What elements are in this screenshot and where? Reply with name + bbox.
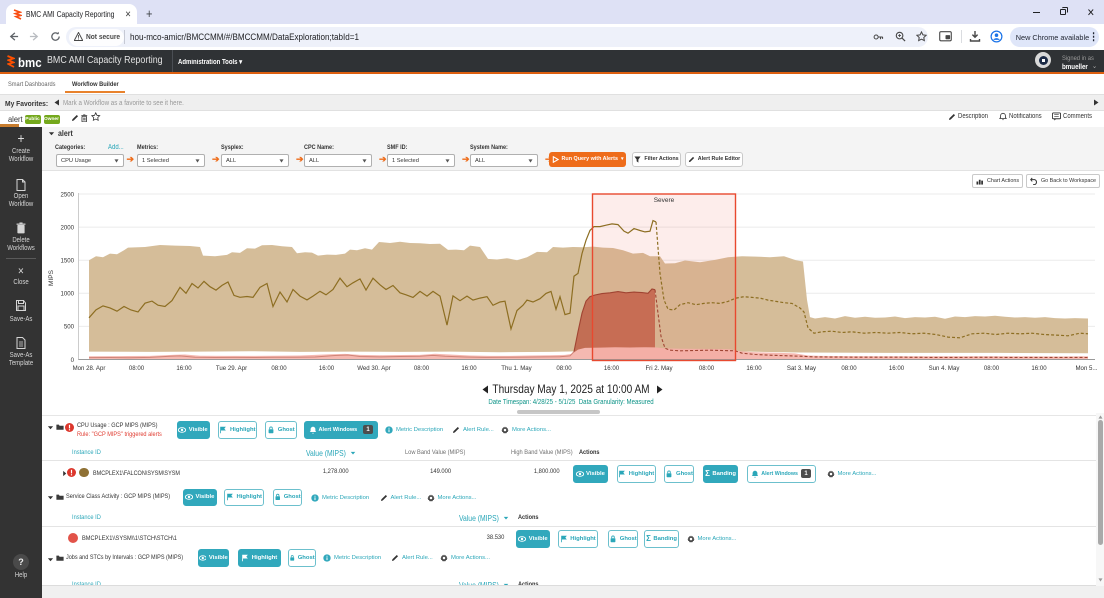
svg-text:08:00: 08:00 — [129, 365, 145, 372]
svg-text:Wed 30. Apr: Wed 30. Apr — [357, 365, 390, 372]
svg-text:500: 500 — [64, 324, 75, 331]
svg-text:16:00: 16:00 — [746, 365, 762, 372]
svg-text:1500: 1500 — [60, 258, 74, 265]
svg-text:08:00: 08:00 — [556, 365, 572, 372]
svg-text:1000: 1000 — [60, 291, 74, 298]
svg-text:08:00: 08:00 — [414, 365, 430, 372]
svg-text:Fri 2. May: Fri 2. May — [645, 365, 673, 372]
svg-text:Thu 1. May: Thu 1. May — [501, 365, 532, 372]
svg-text:08:00: 08:00 — [699, 365, 715, 372]
svg-text:Tue 29. Apr: Tue 29. Apr — [216, 365, 247, 372]
svg-text:08:00: 08:00 — [984, 365, 1000, 372]
svg-text:MIPS: MIPS — [48, 269, 55, 286]
svg-text:Mon 28. Apr: Mon 28. Apr — [73, 365, 106, 372]
svg-text:16:00: 16:00 — [1031, 365, 1047, 372]
svg-text:2500: 2500 — [60, 191, 74, 198]
svg-text:16:00: 16:00 — [461, 365, 477, 372]
svg-text:16:00: 16:00 — [319, 365, 335, 372]
svg-text:08:00: 08:00 — [271, 365, 287, 372]
svg-text:16:00: 16:00 — [889, 365, 905, 372]
svg-text:16:00: 16:00 — [604, 365, 620, 372]
svg-text:Mon 5...: Mon 5... — [1075, 365, 1097, 372]
svg-text:0: 0 — [71, 357, 75, 364]
svg-text:Severe: Severe — [654, 197, 675, 204]
svg-text:Sat 3. May: Sat 3. May — [787, 365, 817, 372]
svg-text:16:00: 16:00 — [176, 365, 192, 372]
svg-text:2000: 2000 — [60, 224, 74, 231]
svg-text:Sun 4. May: Sun 4. May — [929, 365, 961, 372]
svg-text:08:00: 08:00 — [841, 365, 857, 372]
